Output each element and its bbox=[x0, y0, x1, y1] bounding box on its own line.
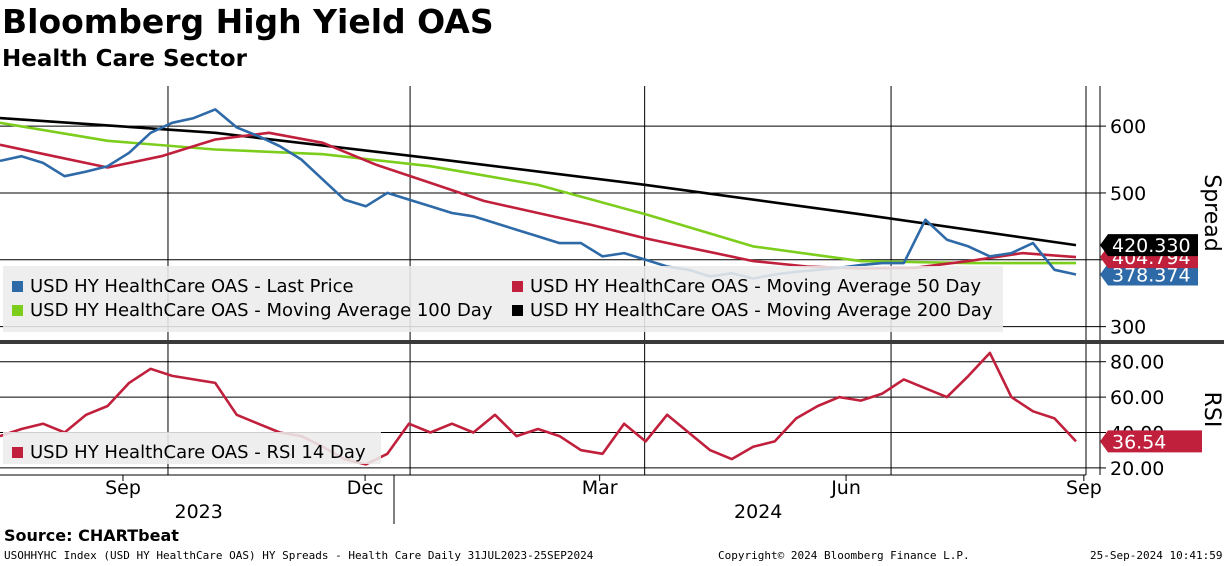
legend-swatch bbox=[512, 281, 523, 292]
legend-entry: USD HY HealthCare OAS - Moving Average 2… bbox=[530, 300, 993, 321]
year-label: 2023 bbox=[175, 501, 223, 523]
last-value-label: 36.54 bbox=[1112, 431, 1166, 453]
chart-subtitle: Health Care Sector bbox=[2, 46, 247, 72]
source-label: Source: CHARTbeat bbox=[4, 526, 179, 545]
xtick-label: Dec bbox=[347, 477, 384, 499]
footer-timestamp: 25-Sep-2024 10:41:59 bbox=[1090, 549, 1223, 562]
last-value-label: 378.374 bbox=[1112, 264, 1191, 286]
y-axis-label: RSI bbox=[1199, 392, 1224, 428]
legend-swatch bbox=[12, 447, 23, 458]
last-value-badge bbox=[1100, 430, 1202, 453]
last-value-label: 420.330 bbox=[1112, 235, 1191, 257]
xtick-label: Mar bbox=[582, 477, 618, 499]
legend-entry: USD HY HealthCare OAS - Moving Average 1… bbox=[30, 300, 493, 321]
ytick-label: 60.00 bbox=[1110, 387, 1164, 409]
legend-swatch bbox=[12, 305, 23, 316]
series-line bbox=[0, 131, 1077, 270]
legend-box bbox=[3, 266, 1003, 332]
series-line bbox=[0, 121, 1076, 265]
series-line bbox=[0, 116, 1077, 247]
xtick-label: Sep bbox=[1066, 477, 1102, 499]
series-line bbox=[0, 351, 1077, 466]
footer-index-description: USOHHYHC Index (USD HY HealthCare OAS) H… bbox=[4, 549, 594, 562]
ytick-label: 20.00 bbox=[1110, 458, 1164, 480]
series-line bbox=[0, 108, 1077, 280]
ytick-label: 500 bbox=[1110, 183, 1146, 205]
panel-divider bbox=[0, 340, 1224, 344]
legend-swatch bbox=[12, 281, 23, 292]
last-value-badge bbox=[1100, 234, 1198, 257]
last-value-badge bbox=[1100, 263, 1198, 286]
legend-entry: USD HY HealthCare OAS - RSI 14 Day bbox=[30, 442, 366, 463]
legend-entry: USD HY HealthCare OAS - Moving Average 5… bbox=[530, 276, 981, 297]
legend-box bbox=[3, 432, 381, 464]
xtick-label: Sep bbox=[105, 477, 141, 499]
ytick-label: 80.00 bbox=[1110, 352, 1164, 374]
legend-entry: USD HY HealthCare OAS - Last Price bbox=[30, 276, 354, 297]
xtick-label: Jun bbox=[830, 477, 861, 499]
y-axis-label: Spread bbox=[1199, 174, 1224, 251]
chart-title: Bloomberg High Yield OAS bbox=[2, 2, 494, 41]
ytick-label: 600 bbox=[1110, 116, 1146, 138]
legend-swatch bbox=[512, 305, 523, 316]
ytick-label: 300 bbox=[1110, 317, 1146, 339]
year-label: 2024 bbox=[734, 501, 782, 523]
footer-copyright: Copyright© 2024 Bloomberg Finance L.P. bbox=[718, 549, 970, 562]
